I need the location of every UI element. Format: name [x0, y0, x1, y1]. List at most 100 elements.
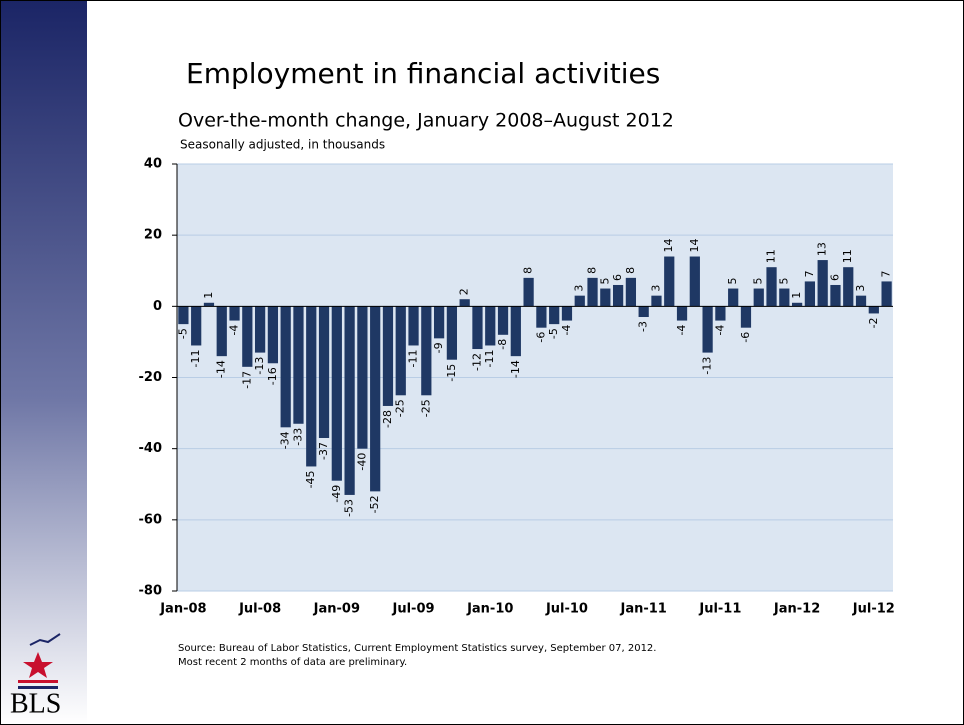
data-label: 1 [790, 292, 803, 299]
data-label: -14 [215, 360, 228, 378]
bar [433, 306, 445, 339]
y-tick-label: -80 [139, 584, 163, 599]
bar [689, 256, 700, 307]
x-tick-label: Jan-12 [773, 602, 820, 617]
bar [791, 302, 803, 307]
bar [843, 267, 854, 307]
data-label: -25 [394, 399, 407, 417]
data-label: -5 [176, 328, 189, 339]
bar [779, 288, 790, 307]
bar [203, 302, 215, 307]
bar [855, 295, 867, 307]
bar [715, 306, 726, 321]
data-label: -28 [381, 410, 394, 428]
data-label: -8 [496, 339, 509, 350]
data-label: 8 [586, 267, 599, 274]
bar [446, 306, 458, 360]
data-label: 14 [688, 239, 701, 253]
data-label: 3 [854, 285, 867, 292]
data-label: 11 [765, 249, 778, 263]
x-tick-label: Jan-09 [313, 602, 360, 617]
data-label: -2 [867, 317, 880, 328]
data-label: -4 [675, 325, 688, 336]
logo-line [29, 633, 61, 646]
logo-stripe [18, 686, 58, 689]
data-label: -4 [228, 325, 241, 336]
source-line: Source: Bureau of Labor Statistics, Curr… [178, 643, 656, 654]
data-label: -40 [355, 453, 368, 471]
logo-text: BLS [10, 688, 61, 719]
data-label: 5 [777, 278, 790, 285]
data-label: 13 [816, 242, 829, 256]
bar [229, 306, 240, 321]
data-label: 1 [202, 292, 215, 299]
x-tick-label: Jan-11 [619, 602, 666, 617]
data-label: 2 [458, 288, 471, 295]
bar [549, 306, 560, 325]
bar [881, 281, 892, 307]
y-tick-label: -40 [139, 441, 163, 456]
bar [664, 256, 675, 307]
y-tick-label: -60 [139, 512, 163, 527]
data-label: 5 [752, 278, 765, 285]
data-label: -37 [317, 442, 330, 460]
bar [382, 306, 394, 406]
data-label: 7 [803, 270, 816, 277]
data-label: -25 [419, 399, 432, 417]
chart-title: Employment in financial activities [186, 57, 660, 90]
bar [740, 306, 752, 328]
data-label: -53 [343, 499, 356, 517]
data-label: -13 [253, 357, 266, 375]
bar [587, 277, 598, 307]
data-label: 8 [522, 267, 535, 274]
data-label: 6 [828, 274, 841, 281]
bar [293, 306, 304, 424]
bar [817, 260, 828, 307]
bar [472, 306, 483, 350]
bar [830, 284, 841, 307]
x-tick-label: Jul-11 [698, 602, 741, 617]
bar [804, 281, 816, 307]
source-line: Most recent 2 months of data are prelimi… [178, 657, 407, 668]
x-tick-label: Jul-09 [392, 602, 435, 617]
data-label: -6 [739, 332, 752, 343]
bar [702, 306, 713, 353]
x-tick-label: Jan-08 [159, 602, 206, 617]
data-label: -16 [266, 367, 279, 385]
data-label: -49 [330, 485, 343, 503]
bar [497, 306, 509, 335]
data-label: -9 [432, 342, 445, 353]
data-label: 7 [880, 270, 893, 277]
bar [421, 306, 432, 396]
bar [600, 288, 611, 307]
bar [676, 306, 688, 321]
y-tick-label: 20 [144, 228, 162, 243]
data-label: -4 [560, 325, 573, 336]
data-label: -14 [509, 360, 522, 378]
bar [523, 277, 534, 307]
bar [242, 306, 253, 367]
bar [344, 306, 355, 495]
bar [306, 306, 317, 467]
data-label: -12 [470, 353, 483, 371]
data-label: -45 [304, 470, 317, 488]
x-tick-label: Jul-08 [238, 602, 281, 617]
data-label: -17 [240, 371, 253, 389]
data-label: -34 [279, 431, 292, 449]
bar [753, 288, 764, 307]
logo-stripe [18, 680, 58, 683]
bar [561, 306, 573, 321]
y-tick-label: 40 [144, 157, 162, 172]
bar [191, 306, 202, 346]
data-label: -3 [637, 321, 650, 332]
bar [216, 306, 227, 357]
bar [510, 306, 521, 357]
data-label: 5 [726, 278, 739, 285]
data-label: -11 [407, 349, 420, 367]
bar [370, 306, 381, 492]
x-tick-label: Jan-10 [466, 602, 513, 617]
x-tick-label: Jul-12 [852, 602, 895, 617]
data-label: 5 [598, 278, 611, 285]
logo: BLS [10, 633, 61, 719]
bar [485, 306, 496, 346]
